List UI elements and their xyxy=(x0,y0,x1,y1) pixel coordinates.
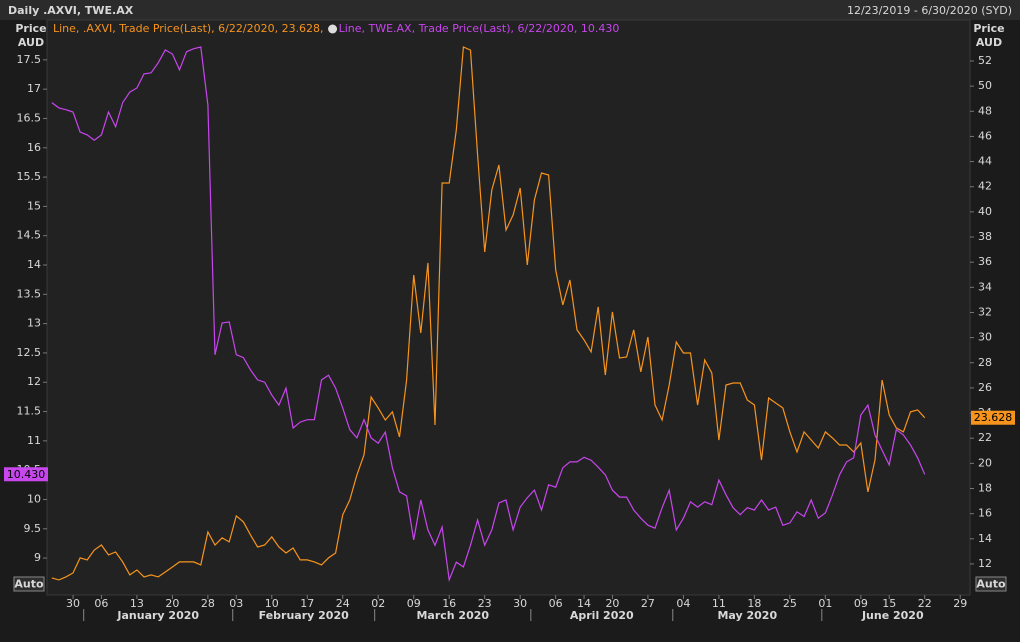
x-tick-label: 20 xyxy=(165,597,179,610)
x-tick-label: 24 xyxy=(336,597,350,610)
y2-tick-label: 40 xyxy=(978,205,992,218)
x-tick-label: 13 xyxy=(130,597,144,610)
y2-tick-label: 26 xyxy=(978,381,992,394)
y-tick-label: 15 xyxy=(27,199,41,212)
auto-button-label: Auto xyxy=(14,578,44,591)
auto-button-box xyxy=(975,576,1007,592)
x-tick-label: 06 xyxy=(549,597,563,610)
auto-button[interactable]: Auto xyxy=(13,576,45,592)
y-axis-label: AUD xyxy=(18,36,44,49)
month-label: June 2020 xyxy=(861,609,924,622)
month-label: March 2020 xyxy=(416,609,489,622)
y2-tick-label: 16 xyxy=(978,507,992,520)
auto-button-box xyxy=(13,576,45,592)
series-line xyxy=(51,46,926,583)
y-tick-label: 13 xyxy=(27,317,41,330)
last-value-label: 10.430 xyxy=(7,468,46,481)
x-tick-label: 11 xyxy=(712,597,726,610)
x-tick-label: 18 xyxy=(747,597,761,610)
y-axis-label: Price xyxy=(15,22,46,35)
auto-button-label: Auto xyxy=(976,578,1006,591)
y2-tick-label: 22 xyxy=(978,431,992,444)
x-tick-label: 25 xyxy=(783,597,797,610)
y2-axis-label: Price xyxy=(973,22,1004,35)
y2-tick-label: 30 xyxy=(978,331,992,344)
x-tick-label: 29 xyxy=(953,597,967,610)
y-tick-label: 14.5 xyxy=(17,229,42,242)
y2-tick-label: 28 xyxy=(978,356,992,369)
x-tick-label: 27 xyxy=(641,597,655,610)
x-tick-label: 02 xyxy=(371,597,385,610)
date-range: 12/23/2019 - 6/30/2020 (SYD) xyxy=(847,4,1012,17)
y-tick-label: 9.5 xyxy=(24,522,42,535)
x-tick-label: 23 xyxy=(478,597,492,610)
month-label: May 2020 xyxy=(717,609,777,622)
y2-tick-label: 48 xyxy=(978,104,992,117)
month-label: April 2020 xyxy=(570,609,634,622)
auto-button[interactable]: Auto xyxy=(975,576,1007,592)
x-tick-label: 20 xyxy=(605,597,619,610)
y-tick-label: 9 xyxy=(34,551,41,564)
y-tick-label: 16 xyxy=(27,141,41,154)
y-tick-label: 12 xyxy=(27,375,41,388)
y-tick-label: 10 xyxy=(27,492,41,505)
y2-tick-label: 32 xyxy=(978,305,992,318)
plot-area xyxy=(46,19,971,596)
series-line xyxy=(51,46,926,581)
month-label: January 2020 xyxy=(116,609,199,622)
y2-tick-label: 14 xyxy=(978,532,992,545)
y2-axis-label: AUD xyxy=(976,36,1002,49)
x-tick-label: 09 xyxy=(407,597,421,610)
y2-tick-label: 38 xyxy=(978,230,992,243)
x-tick-label: 30 xyxy=(513,597,527,610)
x-tick-label: 14 xyxy=(577,597,591,610)
y2-tick-label: 12 xyxy=(978,557,992,570)
x-tick-label: 28 xyxy=(201,597,215,610)
legend-entry: Line, .AXVI, Trade Price(Last), 6/22/202… xyxy=(53,22,324,35)
x-tick-label: 03 xyxy=(229,597,243,610)
x-tick-label: 17 xyxy=(300,597,314,610)
x-tick-label: 01 xyxy=(818,597,832,610)
y-tick-label: 11.5 xyxy=(17,405,42,418)
chart-title: Daily .AXVI, TWE.AX xyxy=(8,4,134,17)
y2-tick-label: 36 xyxy=(978,255,992,268)
y-tick-label: 13.5 xyxy=(17,287,42,300)
y-tick-label: 15.5 xyxy=(17,170,42,183)
y-tick-label: 11 xyxy=(27,434,41,447)
last-value-box xyxy=(971,410,1015,425)
x-tick-label: 15 xyxy=(882,597,896,610)
y-tick-label: 17.5 xyxy=(17,53,42,66)
y-tick-label: 14 xyxy=(27,258,41,271)
legend-entry: Line, TWE.AX, Trade Price(Last), 6/22/20… xyxy=(339,22,620,35)
y2-tick-label: 42 xyxy=(978,180,992,193)
title-bar xyxy=(0,0,1020,20)
x-tick-label: 06 xyxy=(94,597,108,610)
x-tick-label: 30 xyxy=(66,597,80,610)
x-tick-label: 04 xyxy=(676,597,690,610)
month-label: February 2020 xyxy=(259,609,349,622)
x-tick-label: 16 xyxy=(442,597,456,610)
y2-tick-label: 20 xyxy=(978,456,992,469)
y2-tick-label: 18 xyxy=(978,481,992,494)
y2-tick-label: 50 xyxy=(978,79,992,92)
y2-tick-label: 44 xyxy=(978,155,992,168)
legend-icon xyxy=(328,24,338,34)
x-tick-label: 09 xyxy=(854,597,868,610)
last-value-label: 23.628 xyxy=(974,411,1013,424)
y2-tick-label: 34 xyxy=(978,280,992,293)
x-tick-label: 10 xyxy=(265,597,279,610)
last-value-box xyxy=(4,467,48,482)
y2-tick-label: 46 xyxy=(978,129,992,142)
y2-tick-label: 52 xyxy=(978,54,992,67)
x-tick-label: 22 xyxy=(918,597,932,610)
y-tick-label: 17 xyxy=(27,82,41,95)
y-tick-label: 12.5 xyxy=(17,346,42,359)
y-tick-label: 16.5 xyxy=(17,111,42,124)
